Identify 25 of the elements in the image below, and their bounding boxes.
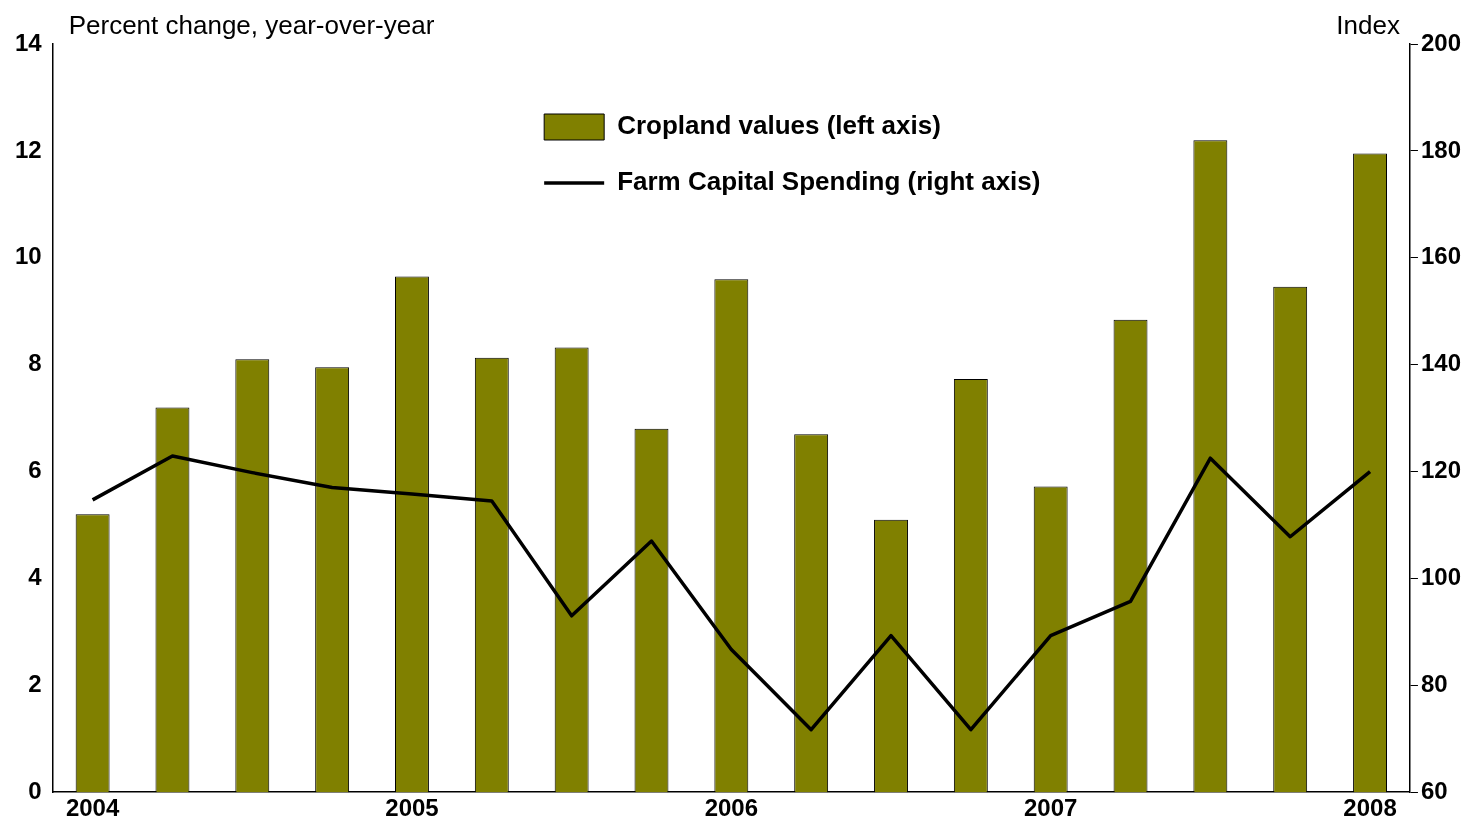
y2-tick-label: 60 bbox=[1420, 776, 1448, 804]
y-tick-label: 0 bbox=[28, 776, 42, 804]
y-tick-label: 10 bbox=[14, 242, 42, 270]
y2-tick-label: 80 bbox=[1420, 669, 1448, 697]
y2-axis-title: Index bbox=[1336, 10, 1400, 41]
y-tick-label: 12 bbox=[14, 135, 42, 163]
y2-tick-label: 120 bbox=[1420, 456, 1461, 484]
y2-tick-label: 140 bbox=[1420, 349, 1461, 377]
legend-label: Cropland values (left axis) bbox=[617, 110, 941, 141]
x-tick-label: 2006 bbox=[704, 794, 759, 822]
y2-tick-label: 200 bbox=[1420, 28, 1461, 56]
x-tick-label: 2007 bbox=[1023, 794, 1078, 822]
legend-label: Farm Capital Spending (right axis) bbox=[617, 166, 1041, 197]
y-tick-label: 2 bbox=[28, 669, 42, 697]
x-tick-label: 2004 bbox=[65, 794, 120, 822]
y-tick-label: 4 bbox=[28, 563, 43, 591]
y2-tick-label: 160 bbox=[1420, 242, 1461, 270]
y-tick-label: 6 bbox=[28, 456, 42, 484]
y2-tick-label: 180 bbox=[1420, 135, 1461, 163]
y2-tick-label: 100 bbox=[1420, 563, 1461, 591]
y-tick-label: 8 bbox=[28, 349, 42, 377]
y-tick-label: 14 bbox=[14, 28, 43, 56]
x-tick-label: 2008 bbox=[1343, 794, 1397, 822]
x-tick-label: 2005 bbox=[385, 794, 439, 822]
y-axis-title: Percent change, year-over-year bbox=[68, 10, 435, 41]
